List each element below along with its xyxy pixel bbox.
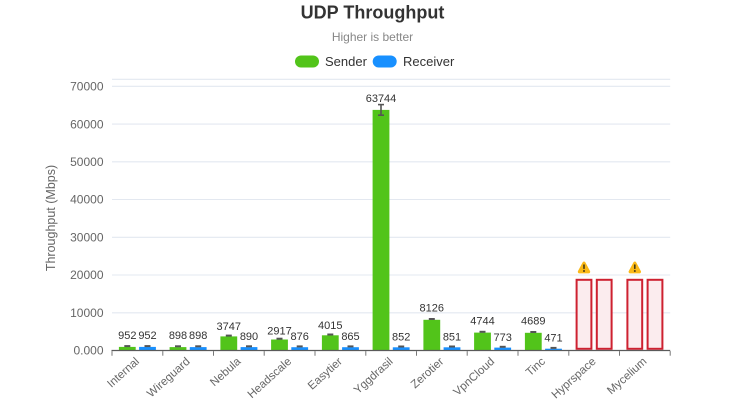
svg-text:Higher is better: Higher is better xyxy=(332,30,413,44)
svg-text:70000: 70000 xyxy=(70,80,104,94)
svg-text:4689: 4689 xyxy=(521,315,545,327)
svg-text:773: 773 xyxy=(494,332,512,344)
svg-text:10000: 10000 xyxy=(70,306,104,320)
svg-text:4744: 4744 xyxy=(470,315,494,327)
svg-text:3747: 3747 xyxy=(217,321,241,333)
svg-text:8126: 8126 xyxy=(420,303,444,315)
svg-text:60000: 60000 xyxy=(70,117,104,131)
svg-text:890: 890 xyxy=(240,331,258,343)
svg-text:UDP Throughput: UDP Throughput xyxy=(301,2,445,22)
svg-text:952: 952 xyxy=(138,330,156,342)
svg-text:898: 898 xyxy=(169,330,187,342)
svg-text:Sender: Sender xyxy=(325,54,368,69)
svg-text:0.000: 0.000 xyxy=(73,344,103,358)
svg-text:Receiver: Receiver xyxy=(403,54,455,69)
svg-text:865: 865 xyxy=(341,331,359,343)
svg-text:50000: 50000 xyxy=(70,155,104,169)
svg-text:898: 898 xyxy=(189,330,207,342)
svg-text:952: 952 xyxy=(118,330,136,342)
svg-text:40000: 40000 xyxy=(70,193,104,207)
svg-text:Throughput (Mbps): Throughput (Mbps) xyxy=(44,165,58,271)
svg-text:20000: 20000 xyxy=(70,268,104,282)
svg-text:876: 876 xyxy=(291,331,309,343)
svg-text:63744: 63744 xyxy=(366,93,397,105)
svg-text:852: 852 xyxy=(392,331,410,343)
svg-text:2917: 2917 xyxy=(267,325,291,337)
svg-text:30000: 30000 xyxy=(70,231,104,245)
svg-text:851: 851 xyxy=(443,332,461,344)
svg-text:4015: 4015 xyxy=(318,320,342,332)
svg-text:471: 471 xyxy=(544,333,562,345)
